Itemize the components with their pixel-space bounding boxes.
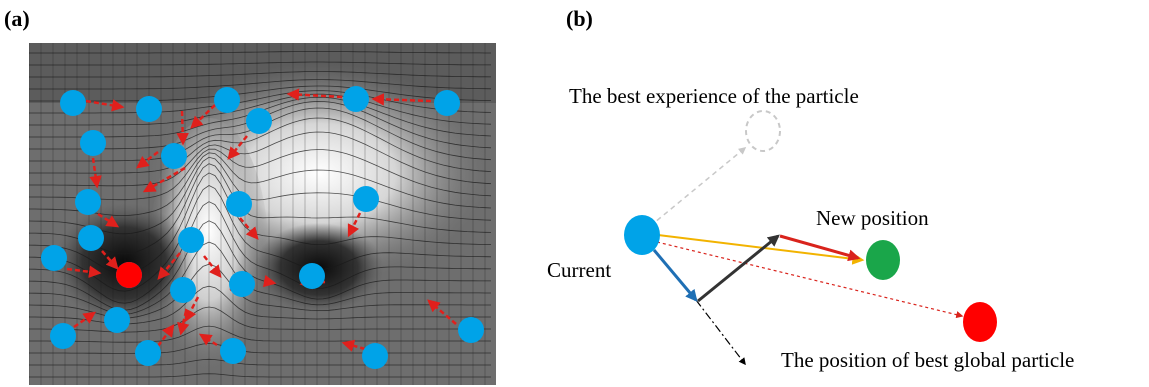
swarm-particle: [178, 227, 204, 253]
movement-arrow: [157, 252, 181, 280]
swarm-particle: [343, 86, 369, 112]
experience-direction-arrow: [642, 147, 747, 233]
movement-arrow: [136, 151, 159, 169]
swarm-particle: [41, 245, 67, 271]
swarm-particle: [60, 90, 86, 116]
movement-arrow: [89, 157, 102, 189]
new-position-label: New position: [816, 206, 929, 230]
global-best-particle: [116, 262, 142, 288]
panel-b-label: (b): [566, 6, 593, 31]
current-label: Current: [547, 258, 612, 282]
landscape-peak-sharp: [149, 118, 269, 385]
swarm-particle: [226, 191, 252, 217]
swarm-particle: [299, 263, 325, 289]
current-particle: [624, 215, 660, 255]
swarm-particle: [104, 307, 130, 333]
movement-arrow: [66, 265, 102, 278]
movement-arrow: [227, 135, 248, 160]
cognitive-component-line: [657, 234, 865, 265]
swarm-particle: [80, 130, 106, 156]
swarm-particle: [434, 90, 460, 116]
new-position-particle: [866, 240, 900, 280]
movement-arrow: [101, 250, 119, 270]
movement-arrow: [341, 339, 366, 352]
swarm-particles: [41, 86, 484, 369]
swarm-particle: [246, 108, 272, 134]
velocity-update-schematic: [624, 110, 997, 366]
best-experience-ghost-circle: [745, 110, 781, 152]
extrapolated-path-line: [695, 299, 746, 366]
movement-arrow: [262, 274, 277, 288]
swarm-particle: [353, 186, 379, 212]
best-global-label: The position of best global particle: [781, 348, 1075, 372]
movement-arrow: [347, 212, 362, 238]
swarm-particle: [135, 340, 161, 366]
best-global-particle: [963, 302, 997, 342]
global-direction-line: [656, 241, 964, 319]
swarm-particle: [170, 277, 196, 303]
swarm-particle: [50, 323, 76, 349]
movement-arrow: [427, 299, 457, 325]
swarm-particle: [78, 225, 104, 251]
movement-arrow: [176, 110, 189, 146]
swarm-particle: [214, 87, 240, 113]
swarm-particle: [161, 143, 187, 169]
panel-a-label: (a): [4, 6, 30, 31]
movement-arrow: [157, 324, 175, 347]
movement-arrow: [371, 93, 432, 106]
swarm-particle: [75, 189, 101, 215]
social-vector-arrow: [697, 234, 780, 303]
movement-arrow: [286, 88, 343, 101]
swarm-particle: [229, 271, 255, 297]
fitness-landscape-panel: [29, 43, 496, 385]
swarm-arrows: [66, 88, 457, 352]
movement-arrow: [203, 255, 222, 278]
swarm-particle: [220, 338, 246, 364]
best-experience-label: The best experience of the particle: [569, 84, 859, 108]
movement-arrow: [85, 99, 125, 112]
movement-arrow: [239, 217, 259, 240]
personal-vector-arrow: [779, 234, 861, 262]
swarm-particle: [458, 317, 484, 343]
swarm-particle: [362, 343, 388, 369]
movement-arrow: [97, 212, 120, 228]
movement-arrow: [184, 296, 200, 323]
movement-arrow: [190, 104, 216, 129]
swarm-particle: [136, 96, 162, 122]
movement-arrow: [198, 333, 218, 347]
movement-arrow: [177, 310, 190, 336]
movement-arrow: [73, 311, 97, 329]
inertia-vector-arrow: [652, 249, 698, 302]
